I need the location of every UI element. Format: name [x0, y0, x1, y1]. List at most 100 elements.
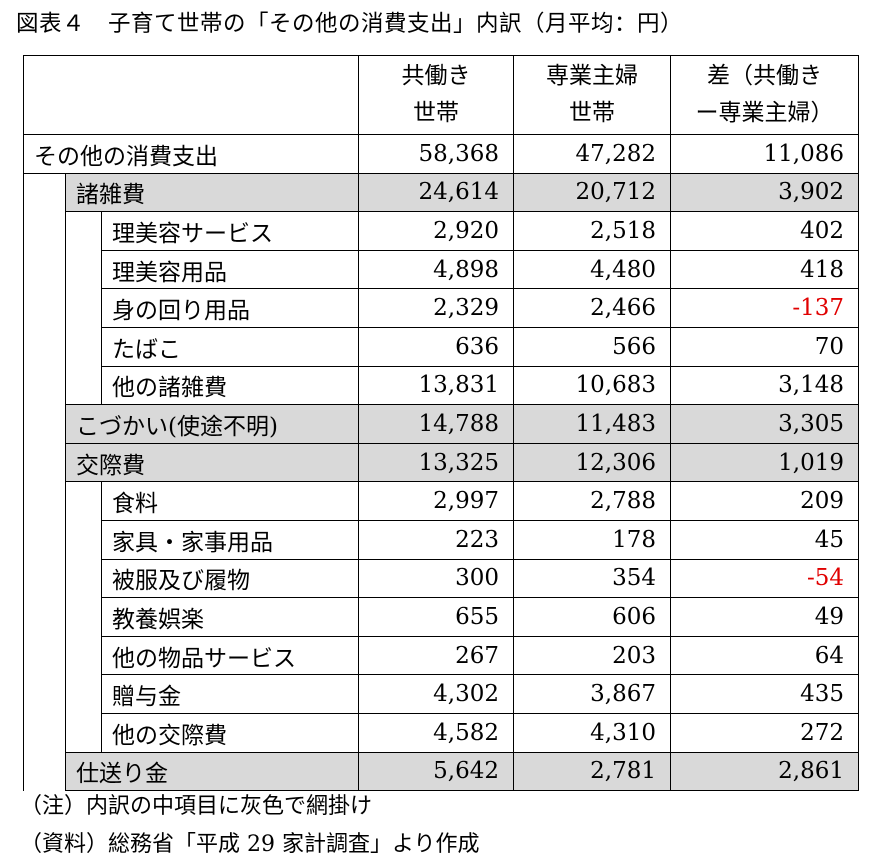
value-difference: 402	[670, 211, 859, 251]
row-label: 食料	[101, 481, 359, 521]
table-row: 他の物品サービス 267 203 64	[24, 635, 859, 676]
value-housewife: 4,310	[513, 712, 671, 753]
value-difference-negative: -54	[670, 558, 859, 599]
row-label: 交際費	[65, 442, 359, 483]
row-label: 理美容用品	[101, 249, 359, 290]
value-dual-income: 14,788	[358, 404, 514, 444]
value-difference: 1,019	[670, 442, 859, 483]
indent-rail	[65, 481, 102, 753]
table-row: 他の諸雑費 13,831 10,683 3,148	[24, 365, 859, 406]
indent-rail	[23, 173, 66, 791]
source-text: （資料）総務省「平成 29 家計調査」より作成	[20, 832, 480, 857]
table-row: 贈与金 4,302 3,867 435	[24, 674, 859, 714]
row-label: 諸雑費	[65, 172, 359, 213]
value-housewife: 354	[513, 558, 671, 599]
header-blank	[23, 55, 359, 135]
header-difference-line2: ー専業主婦）	[695, 100, 834, 126]
header-dual-income: 共働き 世帯	[358, 55, 514, 135]
table-row: 理美容用品 4,898 4,480 418	[24, 249, 859, 290]
value-difference: 49	[670, 597, 859, 637]
value-dual-income: 13,831	[358, 365, 514, 406]
header-housewife-line2: 世帯	[569, 100, 615, 126]
value-housewife: 20,712	[513, 172, 671, 213]
value-difference: 272	[670, 712, 859, 753]
row-label: こづかい(使途不明)	[65, 404, 359, 444]
row-label: 他の物品サービス	[101, 635, 359, 676]
table-row: 理美容サービス 2,920 2,518 402	[24, 211, 859, 406]
row-label: 家具・家事用品	[101, 519, 359, 560]
value-dual-income: 58,368	[358, 134, 514, 174]
value-housewife: 203	[513, 635, 671, 676]
row-label: 贈与金	[101, 674, 359, 714]
value-dual-income: 2,997	[358, 481, 514, 521]
value-housewife: 12,306	[513, 442, 671, 483]
value-housewife: 2,518	[513, 211, 671, 251]
value-housewife: 178	[513, 519, 671, 560]
value-housewife: 2,781	[513, 751, 671, 792]
value-dual-income: 2,920	[358, 211, 514, 251]
indent-rail	[65, 211, 102, 406]
row-label: たばこ	[101, 326, 359, 367]
value-difference: 3,902	[670, 172, 859, 213]
header-dual-income-line2: 世帯	[413, 100, 459, 126]
value-housewife: 566	[513, 326, 671, 367]
value-dual-income: 300	[358, 558, 514, 599]
value-dual-income: 223	[358, 519, 514, 560]
value-dual-income: 4,302	[358, 674, 514, 714]
table-row: 交際費 13,325 12,306 1,019	[24, 442, 859, 483]
row-label: 理美容サービス	[101, 211, 359, 251]
header-difference: 差（共働き ー専業主婦）	[670, 55, 859, 135]
table-row: 諸雑費 24,614 20,712 3,902	[23, 172, 859, 791]
value-dual-income: 4,582	[358, 712, 514, 753]
value-dual-income: 4,898	[358, 249, 514, 290]
value-housewife: 47,282	[513, 134, 671, 174]
value-difference: 418	[670, 249, 859, 290]
row-label: 教養娯楽	[101, 597, 359, 637]
value-housewife: 4,480	[513, 249, 671, 290]
value-housewife: 11,483	[513, 404, 671, 444]
header-housewife: 専業主婦 世帯	[513, 55, 671, 135]
value-difference: 70	[670, 326, 859, 367]
value-dual-income: 24,614	[358, 172, 514, 213]
note-text: （注）内訳の中項目に灰色で網掛け	[20, 794, 373, 819]
table-row: 教養娯楽 655 606 49	[24, 597, 859, 637]
row-label: 身の回り用品	[101, 288, 359, 328]
header-housewife-line1: 専業主婦	[546, 63, 638, 89]
value-housewife: 3,867	[513, 674, 671, 714]
value-housewife: 2,788	[513, 481, 671, 521]
value-difference: 209	[670, 481, 859, 521]
table-row: 他の交際費 4,582 4,310 272	[24, 712, 859, 753]
row-label: その他の消費支出	[23, 134, 359, 174]
table-row: こづかい(使途不明) 14,788 11,483 3,305	[24, 404, 859, 444]
value-difference: 64	[670, 635, 859, 676]
value-dual-income: 5,642	[358, 751, 514, 792]
table-row: 家具・家事用品 223 178 45	[24, 519, 859, 560]
figure-title: 図表４ 子育て世帯の「その他の消費支出」内訳（月平均：円）	[16, 11, 684, 37]
header-row: 共働き 世帯 専業主婦 世帯 差（共働き ー専業主婦）	[23, 55, 859, 135]
row-label: 他の諸雑費	[101, 365, 359, 406]
value-difference: 435	[670, 674, 859, 714]
table-row: その他の消費支出 58,368 47,282 11,086	[23, 134, 859, 174]
value-difference-negative: -137	[670, 288, 859, 328]
table-row: 食料 2,997 2,788 209	[24, 481, 859, 753]
value-housewife: 606	[513, 597, 671, 637]
value-dual-income: 2,329	[358, 288, 514, 328]
row-label: 他の交際費	[101, 712, 359, 753]
value-difference: 3,148	[670, 365, 859, 406]
value-dual-income: 13,325	[358, 442, 514, 483]
table-row: たばこ 636 566 70	[24, 326, 859, 367]
value-dual-income: 267	[358, 635, 514, 676]
value-difference: 45	[670, 519, 859, 560]
table-row: 被服及び履物 300 354 -54	[24, 558, 859, 599]
value-dual-income: 655	[358, 597, 514, 637]
value-difference: 11,086	[670, 134, 859, 174]
value-housewife: 10,683	[513, 365, 671, 406]
expenditure-table: 共働き 世帯 専業主婦 世帯 差（共働き ー専業主婦） その他の消費支出 58,…	[23, 55, 859, 792]
value-housewife: 2,466	[513, 288, 671, 328]
header-difference-line1: 差（共働き	[707, 63, 822, 89]
value-dual-income: 636	[358, 326, 514, 367]
row-label: 仕送り金	[65, 751, 359, 792]
header-dual-income-line1: 共働き	[401, 63, 471, 89]
row-label: 被服及び履物	[101, 558, 359, 599]
value-difference: 2,861	[670, 751, 859, 792]
